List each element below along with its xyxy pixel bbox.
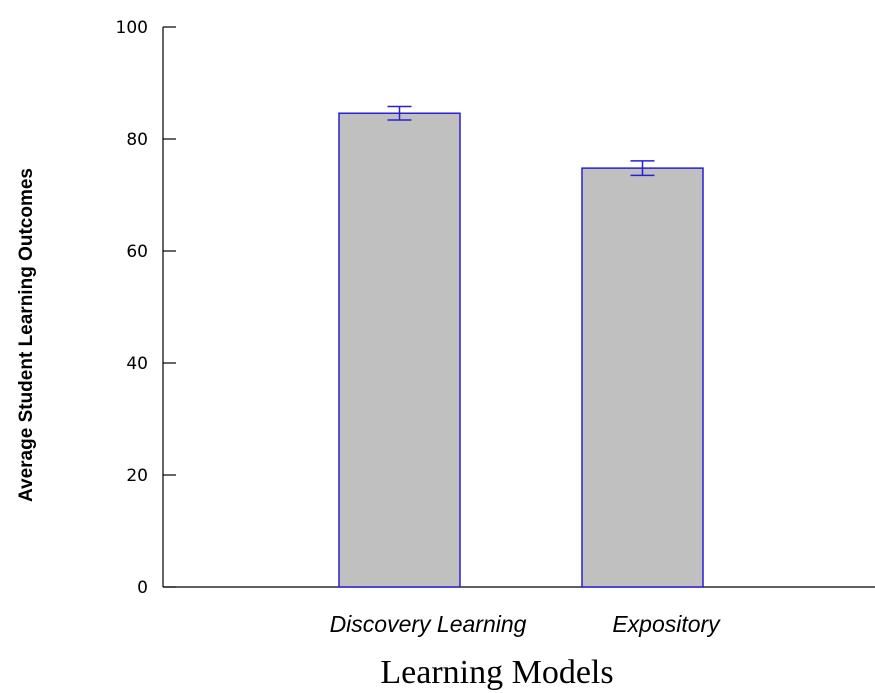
y-ticks: 0 20 40 60 80 100	[116, 18, 176, 598]
x-axis-title: Learning Models	[380, 654, 613, 691]
y-axis-title: Average Student Learning Outcomes	[16, 168, 37, 502]
y-tick-label: 80	[126, 130, 148, 150]
x-category-label: Discovery Learning	[330, 611, 527, 637]
y-tick-label: 40	[126, 354, 148, 374]
error-bars	[387, 105, 655, 177]
y-tick-label: 0	[137, 578, 148, 598]
x-category-labels: Discovery Learning Expository	[330, 611, 722, 637]
y-tick-label: 60	[126, 242, 148, 262]
y-tick-label: 100	[116, 18, 148, 38]
bar	[338, 112, 461, 588]
bars	[338, 112, 704, 588]
y-tick-label: 20	[126, 466, 148, 486]
x-category-label: Expository	[612, 611, 721, 637]
error-bar	[387, 105, 412, 121]
error-bar	[630, 160, 655, 177]
axes	[162, 27, 875, 588]
bar	[581, 167, 704, 588]
